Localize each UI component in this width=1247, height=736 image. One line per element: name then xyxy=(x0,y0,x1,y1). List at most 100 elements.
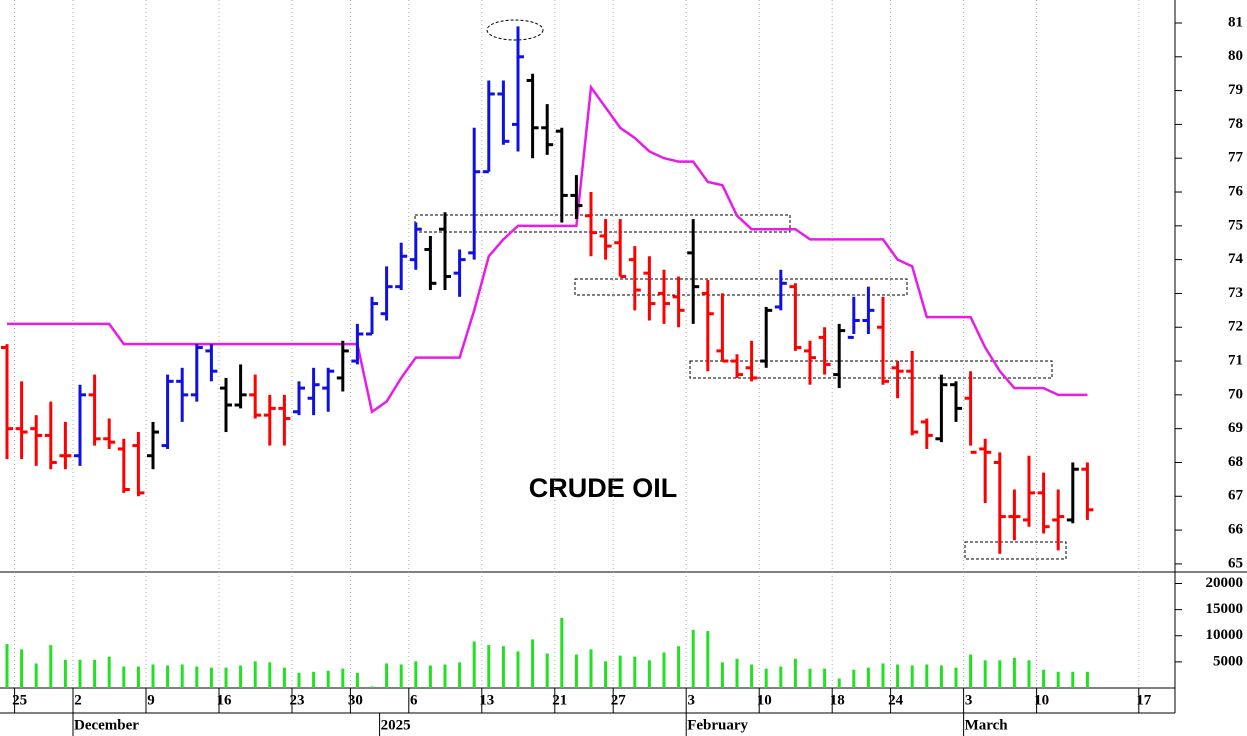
y-tick-label: 68 xyxy=(1228,454,1243,470)
volume-bar xyxy=(589,649,593,688)
volume-bar xyxy=(866,667,870,688)
x-tick-label: 25 xyxy=(12,692,27,708)
volume-bar xyxy=(326,670,330,688)
x-tick-label: 27 xyxy=(611,692,627,708)
x-tick-label: 3 xyxy=(965,692,973,708)
volume-bar xyxy=(180,664,184,688)
y-tick-label: 71 xyxy=(1228,352,1243,368)
volume-bar xyxy=(1071,671,1075,688)
volume-bar xyxy=(779,666,783,688)
volume-bar xyxy=(516,651,520,688)
y-tick-label: 75 xyxy=(1228,217,1243,233)
volume-bar xyxy=(151,664,155,688)
volume-bar xyxy=(20,649,24,688)
y-tick-label: 15000 xyxy=(1206,601,1244,617)
volume-bar xyxy=(604,661,608,688)
chart-title: CRUDE OIL xyxy=(529,473,678,503)
volume-bar xyxy=(312,671,316,688)
range-box xyxy=(689,360,1053,379)
volume-bar xyxy=(939,665,943,688)
volume-bar xyxy=(472,641,476,688)
volume-bar xyxy=(428,665,432,688)
volume-bar xyxy=(253,661,257,688)
x-tick-label: 9 xyxy=(147,692,155,708)
y-tick-label: 66 xyxy=(1228,522,1244,538)
volume-bar xyxy=(881,663,885,688)
month-label: March xyxy=(965,717,1009,733)
x-tick-label: 6 xyxy=(410,692,418,708)
volume-bar xyxy=(823,668,827,688)
volume-bar xyxy=(34,663,38,688)
volume-bar xyxy=(487,645,491,688)
volume-bar xyxy=(706,631,710,688)
range-box xyxy=(964,541,1067,560)
x-tick-label: 16 xyxy=(217,692,233,708)
month-label: 2025 xyxy=(381,717,411,733)
volume-bar xyxy=(735,658,739,688)
volume-bar xyxy=(93,659,97,688)
volume-bar xyxy=(209,667,213,688)
volume-bar xyxy=(78,659,82,688)
x-tick-label: 2 xyxy=(74,692,82,708)
volume-bar xyxy=(750,664,754,688)
volume-bar xyxy=(239,665,243,688)
x-tick-label: 13 xyxy=(479,692,494,708)
peak-ellipse xyxy=(486,19,544,41)
volume-bar xyxy=(166,665,170,688)
volume-bar xyxy=(793,658,797,688)
volume-bar xyxy=(443,664,447,688)
volume-bar xyxy=(633,656,637,688)
volume-bar xyxy=(399,664,403,688)
y-tick-label: 69 xyxy=(1228,420,1243,436)
volume-bar xyxy=(282,667,286,688)
y-tick-label: 81 xyxy=(1228,14,1243,30)
volume-bar xyxy=(195,666,199,688)
x-tick-label: 18 xyxy=(830,692,845,708)
volume-bar xyxy=(677,646,681,688)
volume-bar xyxy=(560,617,564,688)
month-label: February xyxy=(687,717,748,733)
volume-bar xyxy=(531,639,535,688)
volume-bar xyxy=(618,655,622,688)
volume-bar xyxy=(1085,671,1089,688)
volume-bar xyxy=(355,672,359,688)
volume-bar xyxy=(414,661,418,688)
y-tick-label: 20000 xyxy=(1206,575,1244,591)
x-tick-label: 23 xyxy=(290,692,305,708)
y-tick-label: 76 xyxy=(1228,183,1244,199)
volume-bar xyxy=(224,667,228,688)
volume-bar xyxy=(925,664,929,688)
y-tick-label: 10000 xyxy=(1206,627,1244,643)
volume-bar xyxy=(458,662,462,688)
y-tick-label: 79 xyxy=(1228,82,1243,98)
volume-bar xyxy=(998,660,1002,688)
volume-bar xyxy=(1027,660,1031,688)
volume-bar xyxy=(1056,671,1060,688)
volume-bar xyxy=(852,669,856,688)
volume-bar xyxy=(574,654,578,688)
volume-bar xyxy=(5,644,9,688)
volume-bar xyxy=(910,665,914,688)
x-tick-label: 10 xyxy=(1034,692,1049,708)
y-tick-label: 73 xyxy=(1228,285,1243,301)
y-tick-label: 70 xyxy=(1228,386,1243,402)
volume-bar xyxy=(136,666,140,688)
volume-bar xyxy=(808,668,812,688)
volume-bar xyxy=(545,653,549,688)
volume-bar xyxy=(969,654,973,688)
volume-bar xyxy=(896,664,900,688)
y-tick-label: 5000 xyxy=(1213,653,1243,669)
y-tick-label: 72 xyxy=(1228,319,1243,335)
x-tick-label: 21 xyxy=(552,692,567,708)
y-tick-label: 65 xyxy=(1228,555,1243,571)
volume-bar xyxy=(954,667,958,688)
volume-bar xyxy=(122,666,126,688)
y-tick-label: 74 xyxy=(1228,251,1244,267)
range-box xyxy=(574,278,908,296)
volume-bar xyxy=(647,660,651,688)
volume-bar xyxy=(370,686,374,688)
volume-bar xyxy=(983,660,987,688)
x-tick-label: 24 xyxy=(888,692,904,708)
